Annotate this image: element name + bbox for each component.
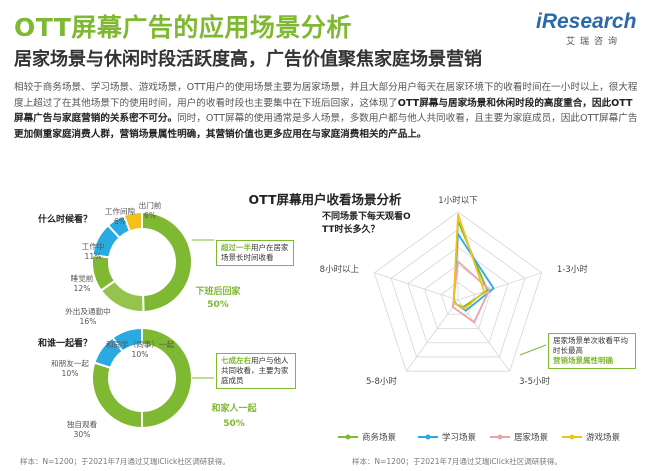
radar-axis-label-3: 5-8小时 <box>366 376 397 387</box>
sample-note-right: 样本：N=1200；于2021年7月通过艾瑞iClick社区调研获得。 <box>352 457 562 466</box>
donut2-callout-pre: 七成左右 <box>221 356 251 365</box>
donut2-callout-post: 用户与他人共同收看，主要为家庭成员 <box>221 356 289 385</box>
donut2-slice-label-3: 和同学（同事）一起 10% <box>106 339 175 359</box>
donut1-callout-post: 用户在居家场景长时间收看 <box>221 243 289 262</box>
radar-question-line1: 不同场景下每天观看O <box>322 210 411 222</box>
radar-spoke-3 <box>405 299 459 372</box>
legend-label-2: 居家场景 <box>514 432 548 443</box>
radar-spoke-4 <box>374 272 459 301</box>
logo-brand: iResearch <box>536 10 637 33</box>
donut1-slice-5 <box>122 210 143 233</box>
donut1-slice-0 <box>141 210 193 314</box>
radar-series-3 <box>452 213 486 311</box>
radar-spoke-2 <box>457 299 511 372</box>
donut1-slice-label-1: 外出及通勤中 16% <box>65 306 111 326</box>
para-bold-1: OTT屏幕与居家场景和休闲时段的高度重合，因此OTT屏幕广告与家庭营销的关系密不… <box>14 97 633 125</box>
donut1-callout: 超过一半用户在居家场景长时间收看 <box>216 240 294 266</box>
radar-axis-label-1: 1-3小时 <box>557 264 588 275</box>
para-part-2: 同时，OTT屏幕的使用通常是多人场景，多数用户都与他人共同收看，且主要为家庭成员… <box>177 113 638 125</box>
radar-callout-text: 居家场景单次收看平均时长最高 <box>553 336 628 355</box>
legend-label-0: 商务场景 <box>362 432 396 443</box>
donut1-slice-label-5: 出门前 6% <box>139 200 162 220</box>
donut1-slice-label-4: 工作间隙 6% <box>105 206 136 226</box>
logo: iResearch 艾瑞咨询 <box>536 10 636 47</box>
donut2-main-value: 50% <box>223 419 245 429</box>
radar-question-line2: TT时长多久？ <box>322 223 380 235</box>
legend-marker-0 <box>345 434 351 440</box>
radar-grid-ring-0 <box>440 281 476 315</box>
donut2-slice-0 <box>141 326 193 430</box>
para-bold-2: 更加侧重家庭消费人群，营销场景属性明确，其营销价值也更多应用在与家庭消费相关的产… <box>14 128 427 140</box>
page-subtitle: 居家场景与休闲时段活跃度高，广告价值聚焦家庭场景营销 <box>14 49 482 70</box>
radar-spoke-1 <box>457 272 542 301</box>
donut2-slice-label-2: 和朋友一起 10% <box>51 358 89 378</box>
donut1-slice-label-3: 工作中 11% <box>82 241 105 261</box>
intro-paragraph: 相较于商务场景、学习场景、游戏场景，OTT用户的使用场景主要为居家场景，并且大部… <box>14 80 638 142</box>
donut1-callout-pre: 超过一半 <box>221 243 251 252</box>
legend-label-1: 学习场景 <box>442 432 476 443</box>
radar-callout-highlight: 营销场景属性明确 <box>553 356 613 365</box>
donut1-slice-label-2: 睡觉前 12% <box>71 273 94 293</box>
section-title: OTT屏幕用户收看场景分析 <box>248 192 402 207</box>
donut2-callout: 七成左右用户与他人共同收看，主要为家庭成员 <box>216 353 296 389</box>
donut1-main-label: 下班后回家 <box>195 285 241 297</box>
legend-marker-3 <box>569 434 575 440</box>
donut2-slice-1 <box>91 361 143 430</box>
radar-callout: 居家场景单次收看平均时长最高 营销场景属性明确 <box>548 333 636 369</box>
radar-grid-ring-4 <box>373 211 543 372</box>
donut2-main-label: 和家人一起 <box>210 402 257 414</box>
radar-axis-label-0: 1小时以下 <box>438 195 478 206</box>
sample-note-left: 样本：N=1200；于2021年7月通过艾瑞iClick社区调研获得。 <box>20 457 230 466</box>
radar-grid-ring-2 <box>407 246 509 344</box>
radar-axis-label-4: 8小时以上 <box>320 264 360 275</box>
page-title: OTT屏幕广告的应用场景分析 <box>14 13 352 42</box>
radar-axis-label-2: 3-5小时 <box>519 376 550 387</box>
donut2-question: 和谁一起看？ <box>37 337 92 349</box>
donut2-slice-3 <box>111 326 143 353</box>
donut1-question: 什么时候看？ <box>38 213 92 225</box>
para-part-1: 相较于商务场景、学习场景、游戏场景，OTT用户的使用场景主要为居家场景，并且大部… <box>14 82 638 109</box>
legend-label-3: 游戏场景 <box>586 432 620 443</box>
radar-callout-connector <box>519 344 547 356</box>
legend-marker-1 <box>425 434 431 440</box>
donut1-main-value: 50% <box>207 300 229 310</box>
legend-marker-2 <box>497 434 503 440</box>
radar-grid-ring-3 <box>390 229 526 358</box>
logo-sub: 艾瑞咨询 <box>566 37 623 47</box>
donut2-slice-label-1: 独自观看 30% <box>67 419 98 439</box>
